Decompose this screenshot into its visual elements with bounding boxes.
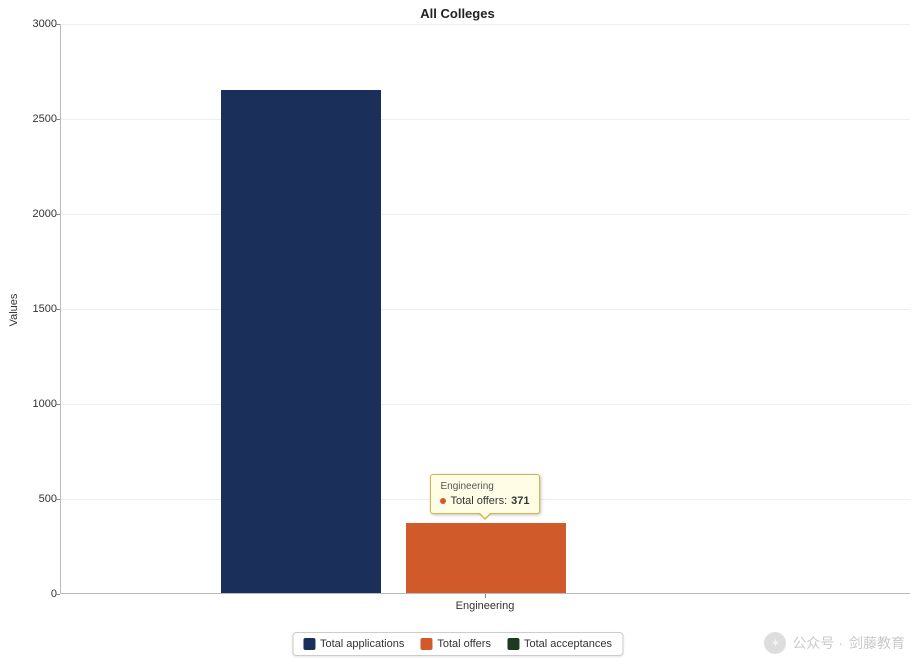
y-tick-label: 0: [7, 588, 57, 600]
tooltip-dot-icon: [440, 498, 446, 504]
y-tick-label: 3000: [7, 18, 57, 30]
wechat-icon: ✶: [764, 632, 786, 654]
y-tick-label: 2000: [7, 208, 57, 220]
legend-label: Total offers: [437, 638, 491, 650]
watermark-prefix: 公众号 ·: [792, 633, 843, 653]
y-tick-label: 1500: [7, 303, 57, 315]
bar[interactable]: [221, 90, 381, 594]
legend-item[interactable]: Total offers: [420, 638, 491, 650]
legend-label: Total acceptances: [524, 638, 612, 650]
legend-swatch: [507, 638, 519, 650]
watermark: ✶ 公众号 · 剑藤教育: [764, 632, 905, 654]
tooltip-value: 371: [511, 495, 529, 507]
y-tick-label: 500: [7, 493, 57, 505]
legend-item[interactable]: Total acceptances: [507, 638, 612, 650]
watermark-text: 剑藤教育: [849, 633, 905, 653]
legend-item[interactable]: Total applications: [303, 638, 404, 650]
legend: Total applications Total offers Total acce…: [292, 632, 623, 656]
y-tick-mark: [56, 499, 60, 500]
y-tick-mark: [56, 594, 60, 595]
y-tick-mark: [56, 119, 60, 120]
y-tick-label: 1000: [7, 398, 57, 410]
chart-container: All Colleges Values Total applicationsTo…: [0, 0, 915, 670]
gridline: [61, 214, 910, 215]
gridline: [61, 404, 910, 405]
y-tick-label: 2500: [7, 113, 57, 125]
y-tick-mark: [56, 214, 60, 215]
legend-label: Total applications: [320, 638, 404, 650]
gridline: [61, 24, 910, 25]
chart-title: All Colleges: [0, 6, 915, 21]
tooltip-series-label: Total offers:: [450, 495, 507, 507]
y-tick-mark: [56, 309, 60, 310]
bar[interactable]: [406, 523, 566, 593]
tooltip-pointer-icon: [478, 513, 492, 520]
legend-swatch: [420, 638, 432, 650]
tooltip-category: Engineering: [440, 481, 529, 492]
gridline: [61, 309, 910, 310]
y-tick-mark: [56, 24, 60, 25]
tooltip: Engineering Total offers: 371: [430, 474, 539, 514]
x-tick-mark: [485, 594, 486, 598]
x-tick-label: Engineering: [456, 600, 515, 612]
y-tick-mark: [56, 404, 60, 405]
legend-swatch: [303, 638, 315, 650]
gridline: [61, 119, 910, 120]
